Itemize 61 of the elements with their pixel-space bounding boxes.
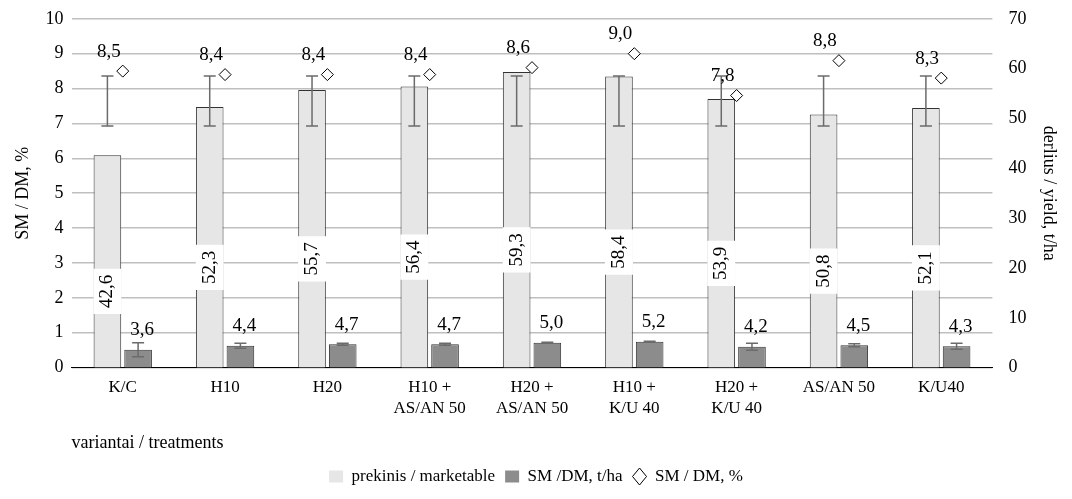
- y2-tick-label: 50: [1008, 107, 1027, 128]
- data-label: 50,8: [811, 254, 833, 288]
- data-label: 9,0: [608, 22, 633, 44]
- x-tick-label: K/C: [108, 377, 137, 397]
- data-label: 56,4: [402, 239, 424, 274]
- y2-tick-label: 60: [1008, 57, 1027, 78]
- x-tick-label: H20: [312, 377, 343, 397]
- data-label: 52,3: [197, 250, 219, 284]
- y-tick-label: 8: [54, 77, 64, 98]
- x-tick-label: K/U40: [918, 377, 965, 397]
- data-label: 8,4: [403, 43, 429, 65]
- data-label: 7,8: [710, 64, 735, 86]
- y-tick-label: 3: [54, 251, 64, 272]
- x-tick-label: H20 + K/U 40: [711, 377, 762, 417]
- data-label: 4,7: [437, 312, 461, 334]
- y2-tick-label: 70: [1008, 7, 1027, 28]
- data-label: 4,7: [334, 312, 359, 334]
- y2-tick-label: 40: [1008, 157, 1027, 178]
- data-label: 8,8: [813, 29, 837, 51]
- data-label: 55,7: [300, 242, 322, 276]
- x-tick-label: H20 + AS/AN 50: [495, 377, 569, 417]
- data-label: 8,4: [301, 43, 326, 65]
- data-label: 58,4: [606, 234, 628, 269]
- data-label: 5,0: [539, 311, 564, 333]
- data-label: 52,1: [913, 251, 935, 285]
- y2-tick-label: 10: [1008, 306, 1027, 327]
- x-tick-label: H10: [210, 377, 240, 397]
- data-label: 8,6: [506, 36, 530, 58]
- y-tick-label: 6: [54, 147, 64, 168]
- y-tick-label: 2: [54, 286, 64, 307]
- data-label: 59,3: [504, 233, 526, 267]
- y-tick-label: 1: [54, 321, 64, 342]
- legend-label: SM /DM, t/ha: [527, 465, 623, 485]
- x-tick-label: H10 + K/U 40: [609, 377, 660, 417]
- y-axis-title: SM / DM, %: [11, 146, 32, 240]
- data-label: 8,4: [199, 43, 224, 65]
- legend-label: prekinis / marketable: [351, 465, 496, 485]
- y2-tick-label: 30: [1008, 206, 1027, 227]
- data-label: 3,6: [130, 318, 154, 340]
- data-label: 5,2: [641, 310, 666, 332]
- data-label: 4,5: [846, 313, 871, 335]
- y-tick-label: 10: [45, 7, 64, 28]
- data-label: 53,9: [709, 246, 731, 280]
- x-tick-label: AS/AN 50: [802, 377, 876, 397]
- y2-tick-label: 20: [1008, 256, 1027, 277]
- y-tick-label: 7: [54, 112, 64, 133]
- y-tick-label: 0: [54, 356, 64, 377]
- data-label: 4,3: [948, 314, 973, 336]
- y2-axis-title: derlius / yield, t/ha: [1040, 125, 1061, 261]
- data-label: 8,3: [915, 46, 940, 68]
- y-tick-label: 5: [54, 181, 64, 202]
- y-tick-label: 9: [54, 42, 64, 63]
- data-label: 4,4: [232, 314, 257, 336]
- y2-tick-label: 0: [1008, 356, 1018, 377]
- y-tick-label: 4: [54, 216, 64, 237]
- legend-label: SM / DM, %: [655, 465, 743, 485]
- data-label: 4,2: [744, 315, 768, 337]
- data-label: 8,5: [96, 39, 121, 61]
- data-label: 42,6: [95, 274, 117, 309]
- x-tick-label: H10 + AS/AN 50: [393, 377, 466, 417]
- x-axis-title: variantai / treatments: [71, 431, 224, 452]
